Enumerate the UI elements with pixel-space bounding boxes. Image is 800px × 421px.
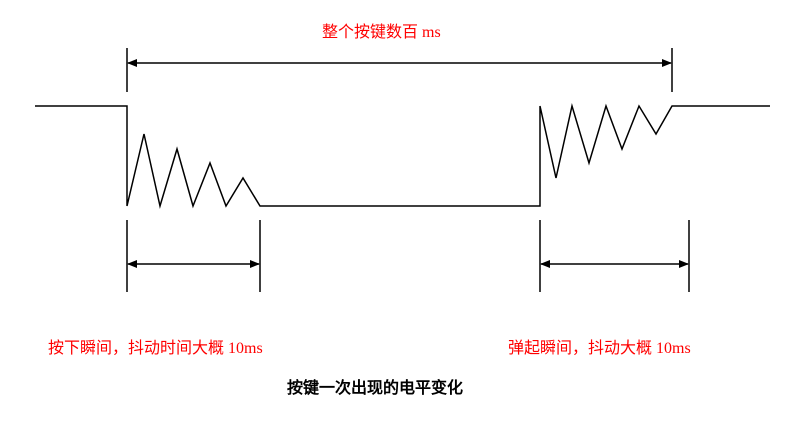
release-bounce-label: 弹起瞬间，抖动大概 10ms	[508, 340, 691, 357]
signal-waveform	[35, 103, 770, 209]
diagram-caption: 按键一次出现的电平变化	[287, 380, 464, 397]
total-duration-label: 整个按键数百 ms	[322, 24, 441, 41]
press-bounce-label: 按下瞬间，抖动时间大概 10ms	[48, 340, 263, 357]
